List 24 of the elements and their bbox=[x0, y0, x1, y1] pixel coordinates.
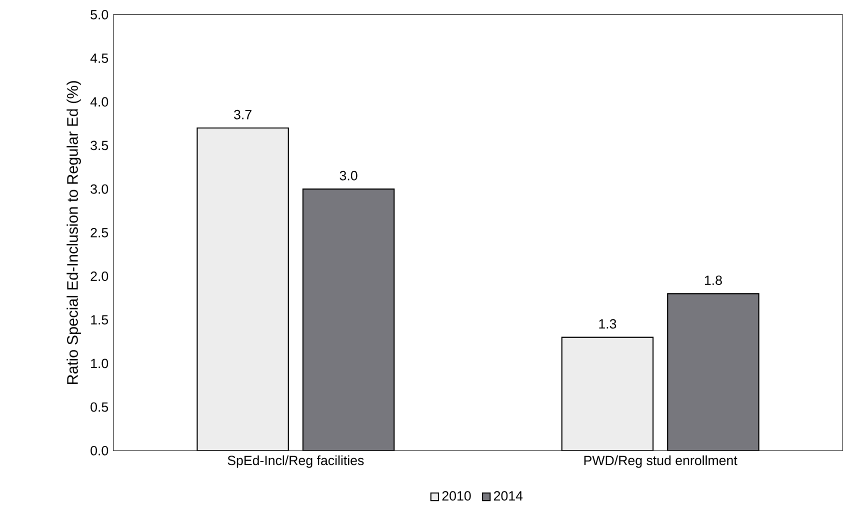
x-tick-label: PWD/Reg stud enrollment bbox=[584, 455, 738, 468]
bar bbox=[561, 336, 654, 451]
y-tick-label: 3.0 bbox=[90, 184, 108, 194]
y-tick-label: 4.5 bbox=[90, 54, 108, 63]
y-tick-label: 0.5 bbox=[90, 402, 108, 412]
legend-label: 2010 bbox=[442, 491, 471, 501]
data-label: 3.7 bbox=[234, 110, 252, 120]
data-label: 3.0 bbox=[340, 170, 358, 180]
legend-label: 2014 bbox=[494, 491, 523, 501]
y-tick-label: 5.0 bbox=[90, 10, 108, 20]
x-tick-label: SpEd-Incl/Reg facilities bbox=[228, 455, 364, 468]
y-tick-label: 4.0 bbox=[90, 97, 108, 107]
bar bbox=[196, 127, 289, 451]
data-label: 1.3 bbox=[599, 319, 616, 329]
y-tick-label: 2.0 bbox=[90, 272, 108, 281]
bar bbox=[302, 188, 395, 451]
y-axis-title: Ratio Special Ed-Inclusion to Regular Ed (%) bbox=[66, 81, 81, 384]
y-tick-label: 1.0 bbox=[91, 358, 108, 368]
y-tick-label: 0.0 bbox=[90, 446, 108, 456]
y-tick-label: 3.5 bbox=[90, 140, 108, 150]
y-tick-label: 1.5 bbox=[91, 315, 108, 325]
y-tick-label: 2.5 bbox=[90, 228, 108, 238]
data-label: 1.8 bbox=[704, 276, 722, 285]
bar bbox=[667, 293, 760, 451]
